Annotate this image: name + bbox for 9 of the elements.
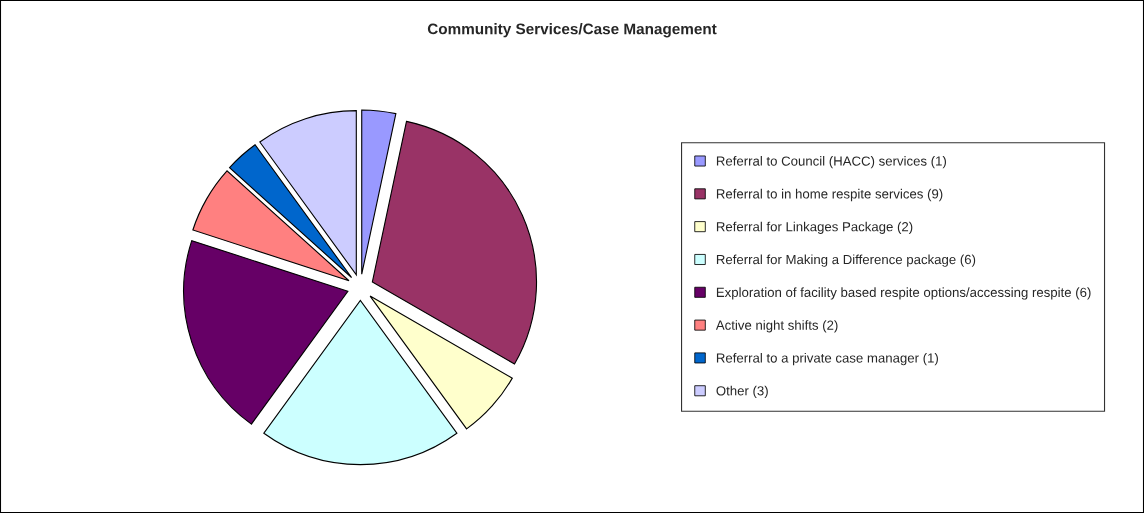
legend-label: Active night shifts (2) [715, 320, 838, 333]
legend-label: Referral to Council (HACC) services (1) [716, 156, 946, 169]
legend-label: Other (3) [716, 385, 768, 399]
chart-title: Community Services/Case Management [427, 23, 717, 38]
legend-label: Referral to a private case manager (1) [716, 352, 938, 366]
legend-label: Referral for Linkages Package (2) [716, 221, 913, 234]
legend-label: Exploration of facility based respite options/accessing respite (6) [716, 287, 1091, 300]
legend-label: Referral for Making a Difference package (6) [716, 254, 976, 267]
legend-label: Referral to in home respite services (9) [716, 188, 943, 202]
